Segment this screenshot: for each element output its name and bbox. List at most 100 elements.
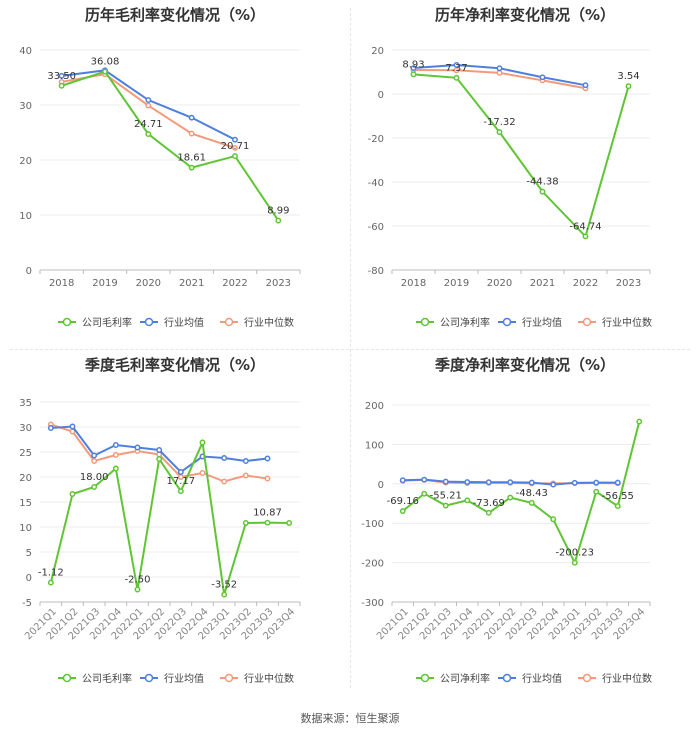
data-label: -48.43 xyxy=(516,488,548,499)
legend-label: 行业中位数 xyxy=(602,672,652,685)
company-data-point xyxy=(614,503,621,510)
avg-data-point xyxy=(453,62,460,68)
x-tick-label: 2023 xyxy=(266,278,291,289)
legend-swatch-marker xyxy=(420,673,430,683)
company-data-point xyxy=(199,439,206,446)
company-data-point xyxy=(47,579,54,586)
avg-data-point xyxy=(442,478,449,485)
company-data-point xyxy=(156,456,163,462)
y-tick-label: -60 xyxy=(368,222,384,233)
avg-data-point xyxy=(614,479,621,486)
y-tick-label: 5 xyxy=(26,548,32,559)
data-label: -2.50 xyxy=(125,575,151,586)
median-data-point xyxy=(221,478,228,485)
x-tick-label: 2022 xyxy=(573,278,598,289)
company-data-point xyxy=(539,188,546,195)
quarterly-net-margin-panel: 季度净利率变化情况（%） -300 -200 -100 0 100 200 2021Q1 20… xyxy=(350,350,700,700)
annual-net-margin-chart: -80 -60 -40 -20 0 20 2018 2019 2020 2021 2022 2023 8… xyxy=(368,46,652,329)
y-tick-label: 200 xyxy=(365,401,384,412)
company-data-point xyxy=(399,508,406,514)
company-data-point xyxy=(69,491,76,497)
company-data-point xyxy=(177,488,184,495)
y-tick-label: 0 xyxy=(26,266,32,277)
company-data-point xyxy=(453,74,460,81)
avg-data-point xyxy=(421,476,428,483)
company-data-point xyxy=(221,591,228,598)
avg-data-point xyxy=(177,469,184,475)
avg-data-point xyxy=(496,65,503,72)
median-data-point xyxy=(264,475,271,482)
annual-gross-margin-panel: 历年毛利率变化情况（%） 0 10 20 30 40 2018 2019 2020 2021 20… xyxy=(0,0,350,350)
median-data-point xyxy=(453,67,460,74)
data-label: -73.69 xyxy=(473,498,505,509)
x-tick-label: 2021 xyxy=(530,278,555,289)
company-data-point xyxy=(102,68,108,75)
y-tick-label: 10 xyxy=(19,211,32,222)
company-data-point xyxy=(58,82,65,89)
company-series-line xyxy=(413,73,630,239)
x-tick-label: 2018 xyxy=(49,278,74,289)
company-data-point xyxy=(550,516,557,523)
chart-title: 历年净利率变化情况（%） xyxy=(434,6,616,24)
company-data-point xyxy=(496,129,503,136)
data-label: -56.55 xyxy=(602,491,634,502)
y-tick-label: 10 xyxy=(19,523,32,534)
company-data-point xyxy=(145,131,152,138)
y-tick-label: 35 xyxy=(19,398,32,409)
chart-title: 历年毛利率变化情况（%） xyxy=(84,6,266,24)
median-data-point xyxy=(242,472,249,479)
legend-label: 行业中位数 xyxy=(244,672,294,685)
legend-swatch-marker xyxy=(582,317,592,327)
data-label: 24.71 xyxy=(134,119,163,130)
x-tick-label: 2023 xyxy=(616,278,641,289)
data-label: 20.71 xyxy=(221,141,250,152)
y-tick-label: -80 xyxy=(368,266,384,277)
avg-data-point xyxy=(571,479,578,486)
y-tick-label: -200 xyxy=(361,559,384,570)
data-label: 8.99 xyxy=(267,206,289,217)
legend-swatch-marker xyxy=(62,317,72,327)
chart-title: 季度毛利率变化情况（%） xyxy=(84,356,266,374)
y-tick-label: -300 xyxy=(361,598,384,609)
data-label: 33.50 xyxy=(47,71,76,82)
avg-data-point xyxy=(58,72,65,79)
company-data-point xyxy=(442,502,449,509)
data-label: -64.74 xyxy=(569,221,601,232)
company-data-point xyxy=(625,83,632,90)
company-data-point xyxy=(91,484,98,490)
avg-data-point xyxy=(399,477,406,484)
median-data-point xyxy=(112,452,119,458)
legend-label: 行业均值 xyxy=(164,672,204,685)
y-tick-label: 30 xyxy=(19,423,32,434)
company-data-point xyxy=(134,586,141,593)
quarterly-net-margin-chart: -300-200-10001002002021Q12021Q22021Q3202… xyxy=(361,401,652,685)
data-label: -69.16 xyxy=(387,496,419,507)
data-label: 7.37 xyxy=(445,63,467,74)
x-tick-label: 2019 xyxy=(92,278,117,289)
data-label: 17.17 xyxy=(167,476,196,487)
company-data-point xyxy=(275,217,282,224)
avg-data-point xyxy=(593,479,600,486)
avg-data-point xyxy=(47,425,54,431)
avg-data-point xyxy=(232,136,238,143)
y-tick-label: 40 xyxy=(19,46,32,57)
y-tick-label: 30 xyxy=(19,101,32,112)
legend-swatch-marker xyxy=(502,317,512,327)
company-data-point xyxy=(242,520,249,526)
legend-label: 行业中位数 xyxy=(602,316,652,329)
avg-data-point xyxy=(112,442,119,448)
data-label: 8.93 xyxy=(402,59,424,70)
avg-data-point xyxy=(242,458,249,464)
company-data-point xyxy=(528,499,535,506)
data-label: 3.54 xyxy=(617,71,639,82)
avg-data-point xyxy=(145,97,152,104)
quarterly-gross-margin-chart: -5051015202530352021Q12021Q22021Q32021Q4… xyxy=(19,398,301,685)
median-data-point xyxy=(188,130,195,137)
avg-data-point xyxy=(69,423,76,430)
company-data-point xyxy=(112,465,119,472)
y-tick-label: 20 xyxy=(371,46,384,57)
y-tick-label: 15 xyxy=(19,498,32,509)
legend-label: 行业均值 xyxy=(522,672,562,685)
x-tick-label: 2019 xyxy=(444,278,469,289)
legend-label: 公司净利率 xyxy=(440,316,490,329)
